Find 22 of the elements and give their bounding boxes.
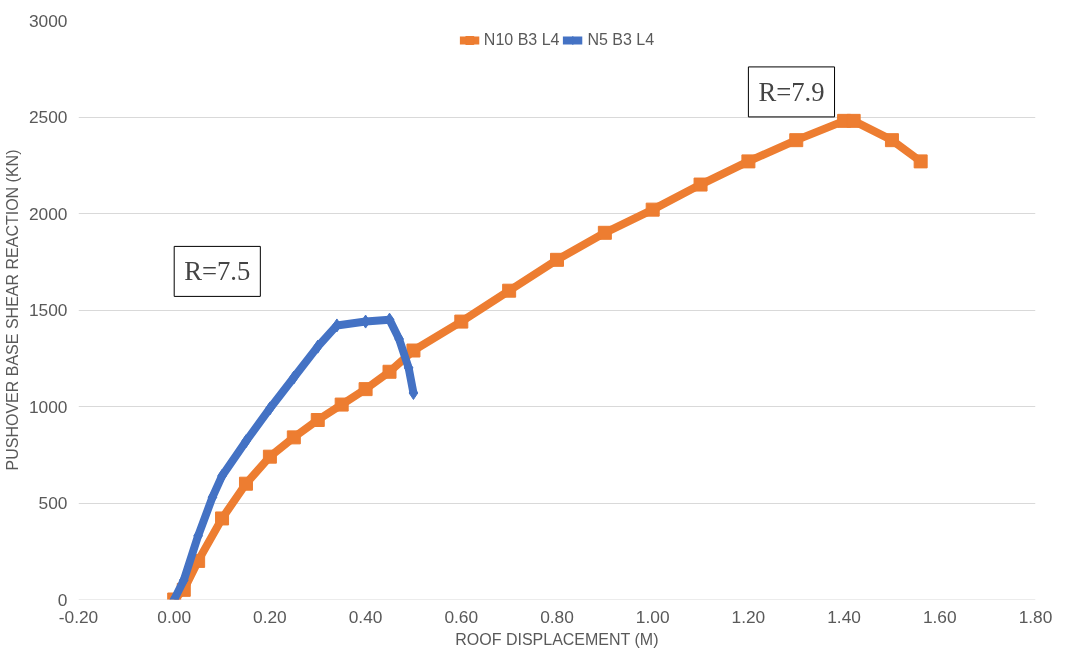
x-tick-label: 1.80 [1018, 606, 1053, 627]
x-tick-label: 0.20 [253, 606, 287, 627]
y-axis-title: PUSHOVER BASE SHEAR REACTION (KN) [3, 149, 21, 471]
y-tick-label: 1500 [28, 300, 68, 320]
y-tick-label: 500 [38, 493, 68, 513]
annotation: R=7.5 [184, 256, 251, 287]
x-tick-label: 0.60 [444, 606, 479, 627]
annotation: R=7.9 [758, 76, 825, 107]
x-tick-label: 0.00 [157, 606, 192, 627]
x-tick-label: 1.40 [827, 606, 861, 627]
x-tick-label: 0.80 [540, 606, 574, 627]
y-tick-label: 3000 [28, 10, 68, 31]
x-tick-label: 1.60 [922, 606, 957, 627]
x-axis-title: ROOF DISPLACEMENT (M) [455, 630, 659, 648]
x-tick-label: 1.20 [731, 606, 766, 627]
y-tick-label: 1000 [28, 396, 68, 417]
y-tick-label: 2500 [28, 107, 68, 127]
legend-label: N10 B3 L4 [483, 31, 560, 49]
y-tick-label: 2000 [28, 203, 68, 224]
legend-label: N5 B3 L4 [587, 31, 655, 49]
x-tick-label: 0.40 [348, 606, 383, 627]
x-tick-label: 1.00 [635, 606, 670, 627]
